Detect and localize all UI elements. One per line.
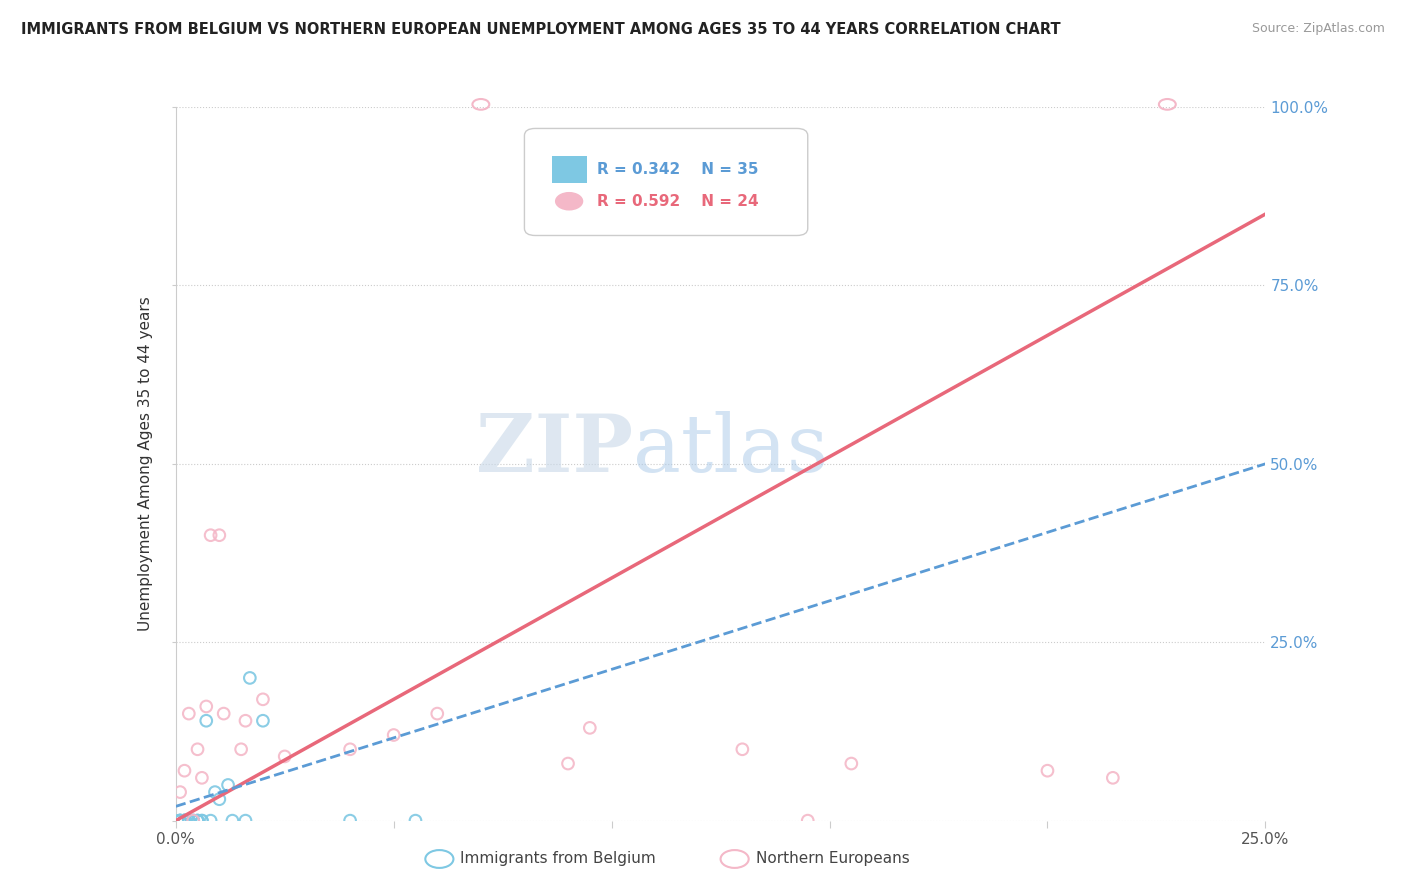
Point — [339, 814, 361, 828]
Point — [181, 814, 204, 828]
Point — [169, 814, 191, 828]
Text: R = 0.342    N = 35: R = 0.342 N = 35 — [598, 162, 759, 178]
Point — [169, 814, 191, 828]
Y-axis label: Unemployment Among Ages 35 to 44 years: Unemployment Among Ages 35 to 44 years — [138, 296, 153, 632]
Point — [235, 714, 257, 728]
Text: R = 0.592    N = 24: R = 0.592 N = 24 — [598, 194, 759, 209]
Point — [382, 728, 405, 742]
Text: Source: ZipAtlas.com: Source: ZipAtlas.com — [1251, 22, 1385, 36]
Point — [177, 706, 200, 721]
Point — [169, 814, 191, 828]
Point — [169, 785, 191, 799]
Point — [173, 814, 195, 828]
Text: ZIP: ZIP — [477, 410, 633, 489]
Bar — [551, 156, 586, 184]
Point — [796, 814, 818, 828]
Point — [177, 814, 200, 828]
Point — [274, 749, 297, 764]
Point — [177, 814, 200, 828]
Point — [195, 699, 218, 714]
Point — [181, 814, 204, 828]
Point — [557, 756, 579, 771]
Point — [191, 814, 214, 828]
Point — [173, 814, 195, 828]
Point — [191, 814, 214, 828]
Text: Northern Europeans: Northern Europeans — [756, 852, 910, 866]
Point — [841, 756, 863, 771]
Point — [173, 814, 195, 828]
Point — [405, 814, 427, 828]
Point — [177, 814, 200, 828]
Point — [173, 814, 195, 828]
Point — [239, 671, 262, 685]
Point — [186, 814, 209, 828]
Point — [169, 814, 191, 828]
FancyBboxPatch shape — [524, 128, 808, 235]
Point — [252, 692, 274, 706]
Point — [208, 792, 231, 806]
Text: IMMIGRANTS FROM BELGIUM VS NORTHERN EUROPEAN UNEMPLOYMENT AMONG AGES 35 TO 44 YE: IMMIGRANTS FROM BELGIUM VS NORTHERN EURO… — [21, 22, 1060, 37]
Point — [579, 721, 602, 735]
Point — [231, 742, 253, 756]
Point — [195, 714, 218, 728]
Point — [186, 742, 209, 756]
Point — [200, 528, 222, 542]
Point — [200, 814, 222, 828]
Point — [186, 814, 209, 828]
Point — [204, 785, 226, 799]
Point — [731, 742, 754, 756]
Point — [1036, 764, 1059, 778]
Point — [221, 814, 243, 828]
Point — [339, 742, 361, 756]
Point — [181, 814, 204, 828]
Point — [1102, 771, 1125, 785]
Point — [169, 814, 191, 828]
Point — [252, 714, 274, 728]
Circle shape — [555, 192, 583, 211]
Text: Immigrants from Belgium: Immigrants from Belgium — [460, 852, 657, 866]
Point — [173, 814, 195, 828]
Point — [173, 814, 195, 828]
Point — [173, 764, 195, 778]
Point — [177, 814, 200, 828]
Point — [426, 706, 449, 721]
Point — [177, 814, 200, 828]
Point — [208, 528, 231, 542]
Text: atlas: atlas — [633, 410, 828, 489]
Point — [212, 706, 235, 721]
Point — [186, 814, 209, 828]
Point — [217, 778, 239, 792]
Point — [191, 771, 214, 785]
Point — [181, 814, 204, 828]
Point — [235, 814, 257, 828]
